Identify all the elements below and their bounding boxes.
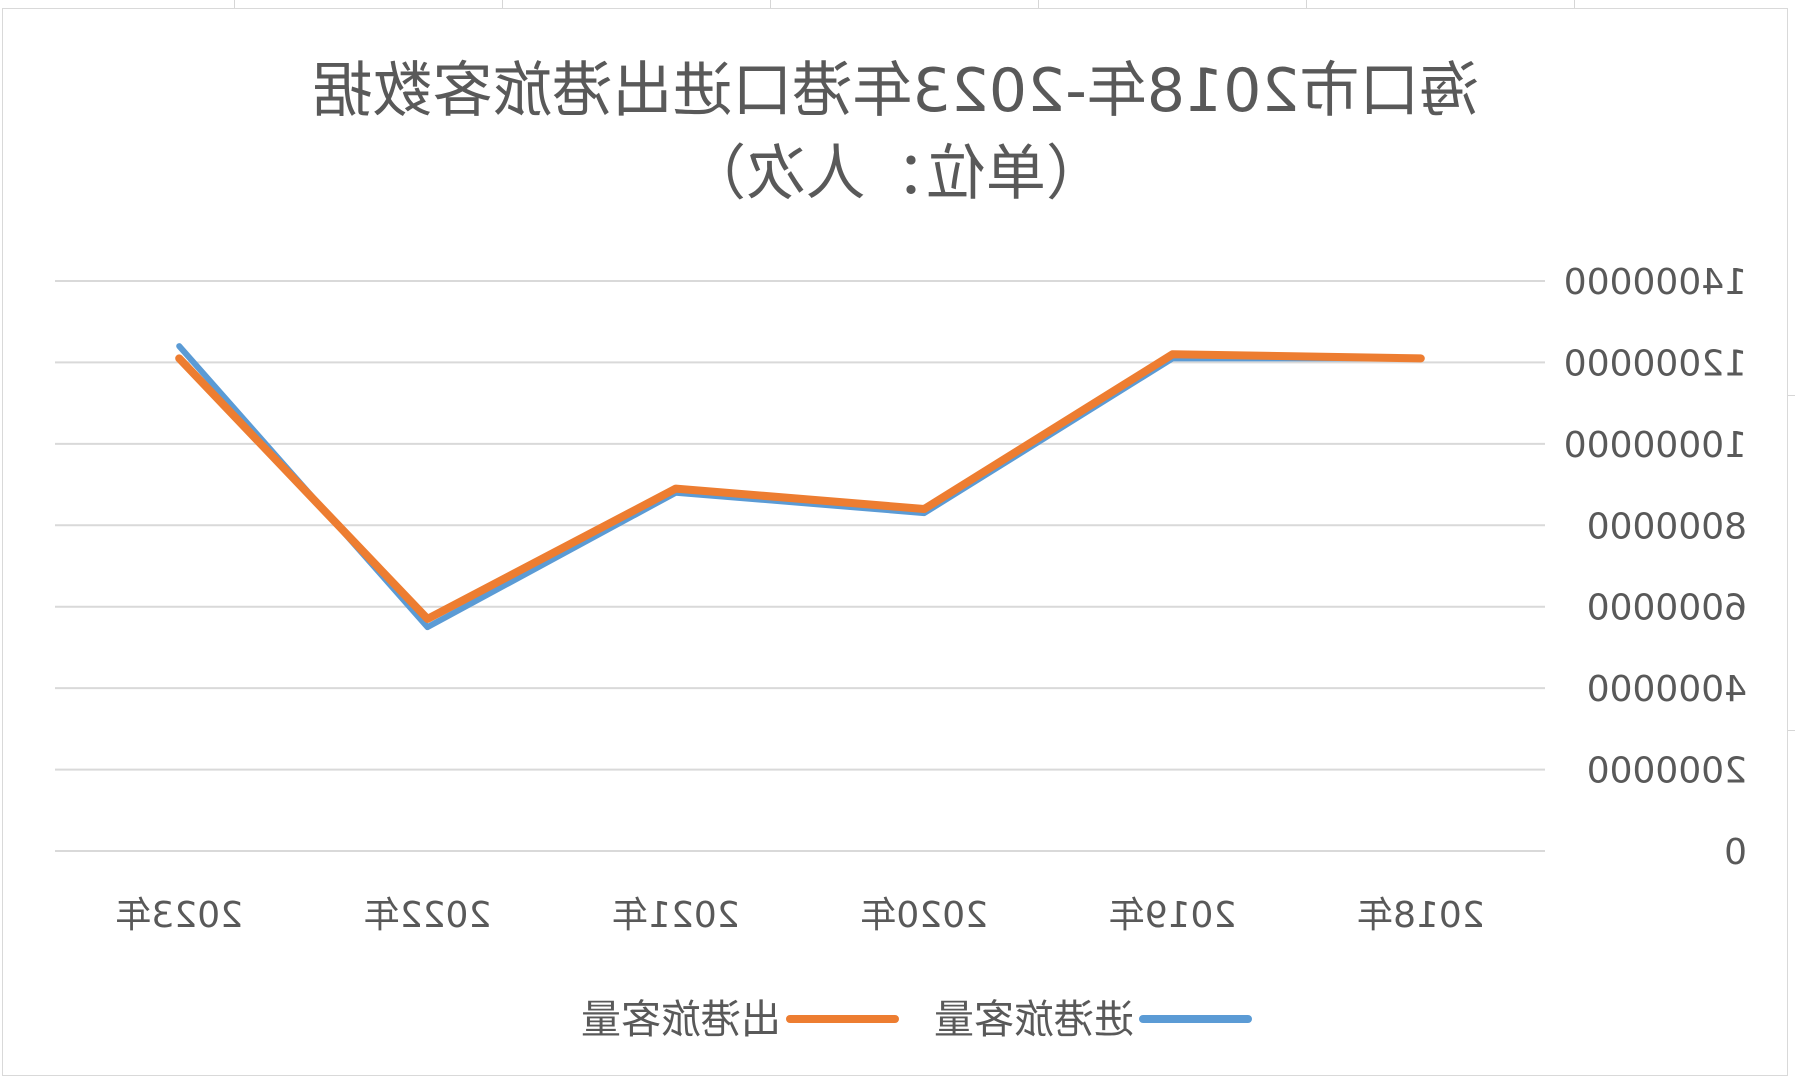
series-line (176, 343, 1424, 631)
chart-subtitle: （单位：人次） (686, 139, 1106, 209)
x-tick-label: 2023年 (115, 895, 243, 936)
y-tick-label-group: 10000000 (1564, 425, 1747, 466)
gridlines (55, 280, 1545, 852)
x-tick-label: 2018年 (1357, 895, 1485, 936)
x-axis-ticks: 2018年 2019年 2020年 2021年 2022年 2023年 (115, 895, 1484, 936)
x-tick-label: 2022年 (364, 895, 492, 936)
legend-label: 出港旅客量 (581, 997, 781, 1043)
legend-item-label-group: 出港旅客量 (581, 997, 781, 1043)
y-tick-label-group: 4000000 (1587, 669, 1747, 710)
y-tick-label: 14000000 (1564, 262, 1747, 303)
cell-gridline (1574, 0, 1575, 8)
y-tick-label: 0 (1724, 832, 1747, 873)
cell-gridline (1788, 395, 1795, 396)
x-tick-label-group: 2021年 (612, 895, 740, 936)
x-tick-label: 2019年 (1109, 895, 1237, 936)
cell-gridline (234, 0, 235, 8)
y-tick-label-group: 14000000 (1564, 262, 1747, 303)
x-tick-label-group: 2020年 (860, 895, 988, 936)
legend: 进港旅客量 出港旅客量 (581, 997, 1252, 1043)
y-axis-ticks: 0 2000000 4000000 6000000 8000000 10000000 120… (1564, 262, 1747, 873)
x-tick-label-group: 2022年 (364, 895, 492, 936)
x-tick-label-group: 2018年 (1357, 895, 1485, 936)
y-tick-label-group: 0 (1724, 832, 1747, 873)
x-tick-label-group: 2023年 (115, 895, 243, 936)
legend-label: 进港旅客量 (934, 997, 1134, 1043)
y-tick-label-group: 6000000 (1587, 588, 1747, 629)
y-tick-label: 8000000 (1587, 506, 1747, 547)
cell-gridline (1306, 0, 1307, 8)
series-line (175, 350, 1425, 623)
legend-item-label-group: 进港旅客量 (934, 997, 1134, 1043)
chart-title-group: 海口市2018年-2023年港口进出港旅客数据 （单位：人次） (312, 56, 1479, 209)
y-tick-label-group: 8000000 (1587, 506, 1747, 547)
x-tick-label: 2021年 (612, 895, 740, 936)
y-tick-label: 12000000 (1564, 343, 1747, 384)
series-lines (175, 343, 1425, 631)
y-tick-label: 6000000 (1587, 588, 1747, 629)
x-tick-label-group: 2019年 (1109, 895, 1237, 936)
line-chart: 海口市2018年-2023年港口进出港旅客数据 （单位：人次） 0 2000000… (55, 56, 1747, 1043)
x-tick-label: 2020年 (860, 895, 988, 936)
y-tick-label: 10000000 (1564, 425, 1747, 466)
cell-gridline (1038, 0, 1039, 8)
y-tick-label-group: 2000000 (1587, 751, 1747, 792)
cell-gridline (502, 0, 503, 8)
y-tick-label-group: 12000000 (1564, 343, 1747, 384)
y-tick-label: 2000000 (1587, 751, 1747, 792)
chart-area[interactable]: 海口市2018年-2023年港口进出港旅客数据 （单位：人次） 0 2000000… (2, 8, 1788, 1076)
chart-title: 海口市2018年-2023年港口进出港旅客数据 (312, 56, 1479, 126)
y-tick-label: 4000000 (1587, 669, 1747, 710)
cell-gridline (770, 0, 771, 8)
cell-gridline (1788, 730, 1795, 731)
